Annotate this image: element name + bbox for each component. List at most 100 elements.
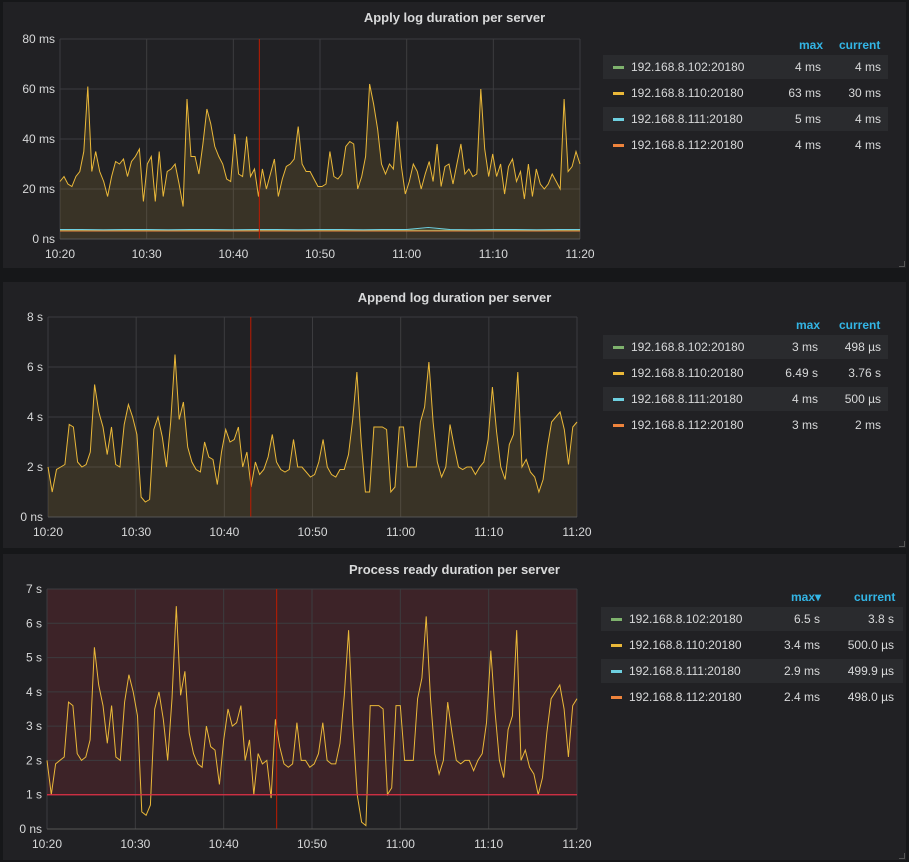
apply-log-panel: Apply log duration per server 0 ns 20 ms 4… <box>3 2 906 268</box>
x-tick-label: 10:50 <box>297 837 327 851</box>
series-color-swatch <box>611 670 622 673</box>
panel-resize-handle[interactable] <box>899 853 905 859</box>
series-color-swatch <box>613 372 624 375</box>
series-max: 5 ms <box>794 112 821 126</box>
legend-max-header[interactable]: max <box>796 318 821 332</box>
x-tick-label: 11:00 <box>392 247 421 261</box>
x-tick-label: 11:00 <box>386 525 415 539</box>
series-max: 3 ms <box>791 340 818 354</box>
legend-current-header[interactable]: current <box>854 590 896 604</box>
append-log-panel: Append log duration per server 0 ns 2 s 4 … <box>3 282 906 548</box>
series-name: 192.168.8.110:20180 <box>631 366 744 380</box>
y-tick-label: 2 s <box>26 753 42 767</box>
series-current: 3.76 s <box>848 366 881 380</box>
x-tick-label: 11:10 <box>479 247 508 261</box>
y-tick-label: 0 ns <box>19 822 42 836</box>
legend-item-102[interactable]: 192.168.8.102:20180 3 ms 498 µs <box>603 335 888 359</box>
x-tick-label: 11:20 <box>565 247 594 261</box>
legend-item-110[interactable]: 192.168.8.110:20180 6.49 s 3.76 s <box>603 361 888 385</box>
x-tick-label: 11:10 <box>474 525 503 539</box>
series-max: 4 ms <box>794 60 821 74</box>
y-tick-label: 20 ms <box>22 182 55 196</box>
series-max: 2.4 ms <box>783 690 820 704</box>
series-current: 500 µs <box>844 392 881 406</box>
x-tick-label: 10:20 <box>33 525 63 539</box>
series-max: 3 ms <box>791 418 818 432</box>
x-tick-label: 10:20 <box>32 837 62 851</box>
legend-item-110[interactable]: 192.168.8.110:20180 3.4 ms 500.0 µs <box>601 633 903 657</box>
series-current: 499.9 µs <box>847 664 894 678</box>
x-tick-label: 10:40 <box>209 837 239 851</box>
legend-max-header[interactable]: max <box>799 38 824 52</box>
process-ready-chart[interactable]: 0 ns 1 s 2 s 3 s 4 s 5 s 6 s 7 s 10:20 10:30 10:40… <box>3 554 603 860</box>
x-tick-label: 10:50 <box>297 525 327 539</box>
series-name: 192.168.8.102:20180 <box>629 612 743 626</box>
x-tick-label: 10:40 <box>218 247 248 261</box>
legend-item-110[interactable]: 192.168.8.110:20180 63 ms 30 ms <box>603 81 888 105</box>
x-tick-label: 10:20 <box>45 247 75 261</box>
legend-current-header[interactable]: current <box>839 318 881 332</box>
x-tick-label: 11:10 <box>474 837 503 851</box>
series-max: 6.49 s <box>785 366 818 380</box>
series-max: 63 ms <box>788 86 821 100</box>
y-tick-label: 80 ms <box>22 32 55 46</box>
legend-max-header[interactable]: max▾ <box>791 590 822 604</box>
series-current: 4 ms <box>854 138 881 152</box>
legend-item-111[interactable]: 192.168.8.111:20180 2.9 ms 499.9 µs <box>601 659 903 683</box>
series-color-swatch <box>613 424 624 427</box>
y-tick-label: 7 s <box>26 582 42 596</box>
y-tick-label: 4 s <box>27 410 43 424</box>
series-line <box>47 354 578 503</box>
panel-title[interactable]: Apply log duration per server <box>363 10 546 25</box>
series-max: 4 ms <box>791 392 818 406</box>
legend: max current 192.168.8.102:20180 3 ms 498… <box>603 282 906 548</box>
y-tick-label: 4 s <box>26 685 42 699</box>
series-name: 192.168.8.110:20180 <box>631 86 744 100</box>
series-line <box>59 83 581 207</box>
legend-item-112[interactable]: 192.168.8.112:20180 2.4 ms 498.0 µs <box>601 685 903 709</box>
legend-item-111[interactable]: 192.168.8.111:20180 5 ms 4 ms <box>603 107 888 131</box>
series-line <box>46 606 578 827</box>
panel-title[interactable]: Append log duration per server <box>357 290 552 305</box>
series-max: 6.5 s <box>793 612 820 626</box>
series-name: 192.168.8.111:20180 <box>631 392 743 406</box>
legend-item-112[interactable]: 192.168.8.112:20180 4 ms 4 ms <box>603 133 888 157</box>
series-color-swatch <box>613 398 624 401</box>
x-tick-label: 11:20 <box>562 837 591 851</box>
legend-item-102[interactable]: 192.168.8.102:20180 4 ms 4 ms <box>603 55 888 79</box>
series-max: 4 ms <box>794 138 821 152</box>
panel-resize-handle[interactable] <box>899 261 905 267</box>
legend-item-112[interactable]: 192.168.8.112:20180 3 ms 2 ms <box>603 413 888 437</box>
series-name: 192.168.8.110:20180 <box>629 638 742 652</box>
panel-title[interactable]: Process ready duration per server <box>349 562 560 577</box>
series-name: 192.168.8.112:20180 <box>631 418 744 432</box>
y-tick-label: 0 ns <box>32 232 55 246</box>
x-tick-label: 10:30 <box>120 837 150 851</box>
series-color-swatch <box>613 118 624 121</box>
series-current: 2 ms <box>854 418 881 432</box>
append-log-chart[interactable]: 0 ns 2 s 4 s 6 s 8 s 10:20 10:30 10:40 10:50 11:0… <box>3 282 603 548</box>
series-current: 498.0 µs <box>847 690 894 704</box>
y-tick-label: 40 ms <box>22 132 55 146</box>
panel-resize-handle[interactable] <box>899 541 905 547</box>
x-tick-label: 10:30 <box>132 247 162 261</box>
y-tick-label: 6 s <box>27 360 43 374</box>
legend: max▾ current 192.168.8.102:20180 6.5 s 3… <box>601 554 906 860</box>
y-tick-label: 60 ms <box>22 82 55 96</box>
series-area <box>48 354 577 517</box>
series-color-swatch <box>613 346 624 349</box>
apply-log-chart[interactable]: 0 ns 20 ms 40 ms 60 ms 80 ms 10:20 10:30 10:40 1… <box>3 2 603 268</box>
series-current: 3.8 s <box>867 612 894 626</box>
legend-item-102[interactable]: 192.168.8.102:20180 6.5 s 3.8 s <box>601 607 903 631</box>
series-name: 192.168.8.112:20180 <box>631 138 744 152</box>
legend-item-111[interactable]: 192.168.8.111:20180 4 ms 500 µs <box>603 387 888 411</box>
series-color-swatch <box>613 92 624 95</box>
legend-current-header[interactable]: current <box>839 38 881 52</box>
series-name: 192.168.8.102:20180 <box>631 340 745 354</box>
series-color-swatch <box>613 144 624 147</box>
y-tick-label: 5 s <box>26 651 42 665</box>
x-tick-label: 11:20 <box>562 525 591 539</box>
series-max: 3.4 ms <box>783 638 820 652</box>
y-tick-label: 8 s <box>27 310 43 324</box>
y-tick-label: 2 s <box>27 460 43 474</box>
